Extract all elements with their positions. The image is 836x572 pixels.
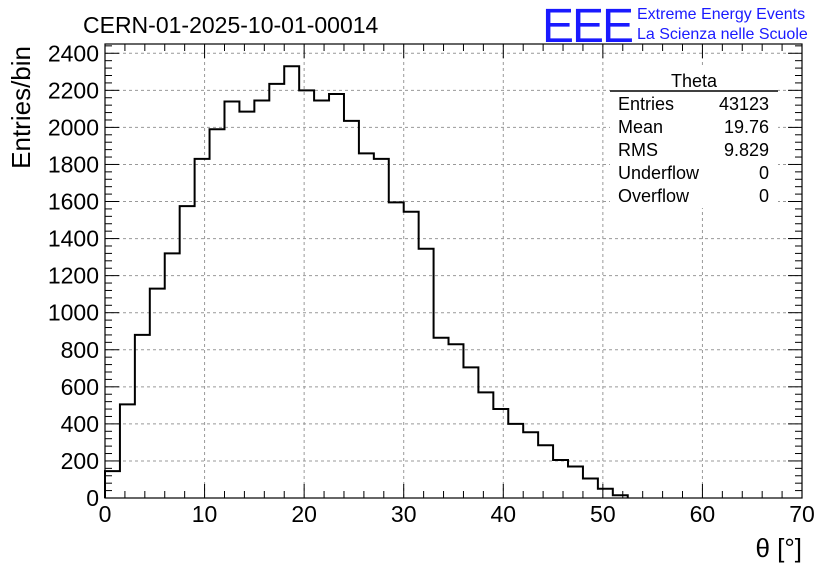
histogram-bin-18 [374,159,389,498]
x-tick-label-0: 0 [99,501,112,527]
x-tick-labels: 0 10 20 30 40 50 60 70 [99,501,815,527]
histogram-bin-5 [180,206,195,498]
y-tick-label-3: 600 [61,374,99,400]
histogram-step-line [104,65,629,498]
x-tick-label-4: 40 [490,501,516,527]
histogram-bin-12 [284,66,299,498]
project-name-line2: La Scienza nelle Scuole [637,26,808,43]
x-tick-label-2: 20 [291,501,317,527]
histogram-bin-28 [523,432,538,498]
stats-label-mean: Mean [618,117,663,137]
stats-value-overflow: 0 [759,186,769,206]
histogram-bin-25 [478,392,493,498]
plot-frame [104,43,803,499]
histogram-bin-22 [434,338,449,498]
histogram-bin-13 [299,90,314,498]
stats-title: Theta [671,71,718,91]
histogram-bin-19 [389,202,404,498]
x-tick-label-7: 70 [789,501,815,527]
y-tick-label-11: 2200 [48,77,99,103]
histogram-bin-8 [224,101,239,498]
histogram-bin-32 [583,479,598,498]
stats-value-rms: 9.829 [724,140,769,160]
histogram-bin-7 [210,129,225,498]
histogram-bin-27 [508,424,523,498]
project-name-line1: Extreme Energy Events [637,6,805,23]
y-tick-label-7: 1400 [48,226,99,252]
histogram-bin-9 [239,112,254,498]
y-tick-labels: 0 200 400 600 800 1000 1200 1400 1600 1800 2000 220… [48,40,99,511]
histogram-bin-29 [538,445,553,498]
histogram-bin-3 [150,289,165,498]
y-tick-label-5: 1000 [48,300,99,326]
stats-label-overflow: Overflow [618,186,690,206]
histogram-bin-10 [254,101,269,498]
histogram-bin-14 [314,101,329,498]
y-tick-label-10: 2000 [48,114,99,140]
stats-value-mean: 19.76 [724,117,769,137]
histogram-bin-0 [105,471,120,498]
y-tick-label-4: 800 [61,337,99,363]
histogram-bin-31 [568,466,583,498]
stats-label-entries: Entries [618,94,674,114]
histogram-bin-15 [329,94,344,498]
chart-title: CERN-01-2025-10-01-00014 [83,12,379,38]
histogram-bin-26 [493,409,508,498]
histogram-bin-4 [165,253,180,498]
histogram-bin-23 [449,344,464,498]
y-tick-label-9: 1800 [48,151,99,177]
y-tick-label-0: 0 [86,485,99,511]
stats-value-underflow: 0 [759,163,769,183]
axis-ticks [104,44,803,499]
histogram-bin-20 [404,212,419,498]
histogram-bin-17 [359,153,374,498]
y-tick-label-1: 200 [61,448,99,474]
histogram-bin-16 [344,121,359,498]
y-tick-label-8: 1600 [48,189,99,215]
stats-label-rms: RMS [618,140,658,160]
stats-value-entries: 43123 [719,94,769,114]
histogram-bin-33 [598,489,613,498]
grid-lines [105,44,802,498]
histogram-bin-21 [419,249,434,498]
histogram-bin-24 [463,367,478,498]
x-tick-label-5: 50 [590,501,616,527]
stats-label-underflow: Underflow [618,163,700,183]
histogram-bin-6 [195,159,210,498]
x-tick-label-1: 10 [192,501,218,527]
x-tick-label-6: 60 [690,501,716,527]
histogram-bin-2 [135,335,150,498]
y-axis-label: Entries/bin [6,46,36,169]
x-tick-label-3: 30 [391,501,417,527]
y-tick-label-2: 400 [61,411,99,437]
stats-box: Theta Entries 43123 Mean 19.76 RMS 9.829… [610,68,778,208]
y-tick-label-12: 2400 [48,40,99,66]
histogram-bin-1 [120,404,135,498]
histogram-bin-30 [553,460,568,498]
histogram-bin-11 [269,84,284,498]
eee-logo: EEE [542,0,632,53]
y-tick-label-6: 1200 [48,263,99,289]
x-axis-label: θ [°] [755,533,802,563]
